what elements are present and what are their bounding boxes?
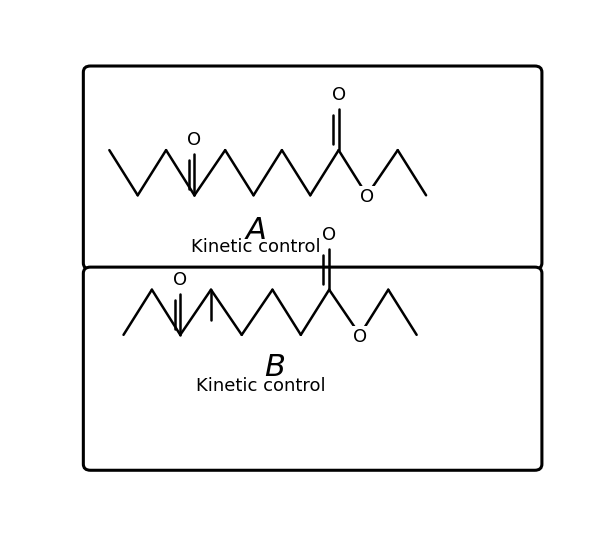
Text: O: O [173,271,187,289]
FancyBboxPatch shape [84,267,542,470]
Text: O: O [187,131,201,149]
Text: Kinetic control: Kinetic control [196,377,326,395]
FancyBboxPatch shape [84,66,542,269]
Text: A: A [245,216,267,245]
Text: O: O [332,86,346,104]
Text: O: O [322,225,336,244]
Text: Kinetic control: Kinetic control [191,238,321,256]
Text: B: B [264,353,285,382]
Text: O: O [360,188,374,206]
Text: O: O [353,328,367,346]
